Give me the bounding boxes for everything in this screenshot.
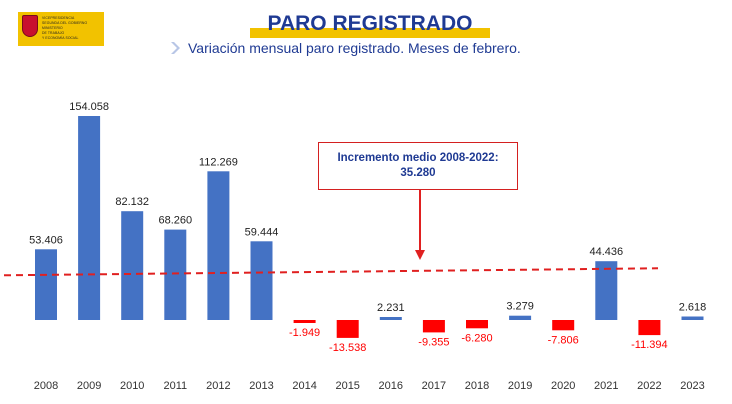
value-label-2021: 44.436	[589, 246, 623, 258]
bar-2008	[35, 249, 57, 320]
value-label-2018: -6.280	[461, 332, 492, 344]
x-tick-2014: 2014	[292, 380, 316, 392]
bar-2017	[422, 320, 445, 333]
bar-2021	[595, 261, 618, 320]
value-label-2010: 82.132	[115, 196, 149, 208]
x-tick-2011: 2011	[163, 380, 187, 392]
logo-text: Vicepresidencia Segunda del Gobierno Min…	[42, 15, 87, 40]
logo-line: Segunda del Gobierno	[42, 21, 88, 25]
value-label-2014: -1.949	[289, 327, 320, 339]
chevron-right-icon	[171, 42, 180, 54]
bar-2012	[207, 171, 230, 320]
subtitle-row: Variación mensual paro registrado. Meses…	[170, 38, 521, 58]
page-title: PARO REGISTRADO	[267, 12, 473, 35]
bar-2018	[466, 320, 488, 329]
value-label-2023: 2.618	[679, 302, 707, 314]
value-label-2022: -11.394	[631, 339, 668, 351]
bar-2014	[293, 320, 316, 323]
bar-2009	[78, 116, 101, 320]
value-label-2019: 3.279	[506, 301, 534, 313]
average-line	[3, 267, 659, 277]
bar-2019	[509, 315, 532, 320]
value-label-2017: -9.355	[418, 336, 449, 348]
value-label-2020: -7.806	[548, 334, 579, 346]
value-label-2012: 112.269	[199, 156, 238, 168]
chart-subtitle: Variación mensual paro registrado. Meses…	[188, 40, 521, 56]
value-label-2016: 2.231	[377, 302, 405, 314]
annotation-value: 35.280	[400, 167, 436, 179]
government-logo: Vicepresidencia Segunda del Gobierno Min…	[18, 12, 104, 46]
x-tick-2015: 2015	[335, 380, 359, 392]
bar-2010	[121, 211, 144, 320]
logo-line: Vicepresidencia	[42, 16, 75, 20]
bar-2013	[250, 241, 273, 320]
x-tick-2008: 2008	[34, 380, 58, 392]
value-label-2013: 59.444	[245, 226, 279, 238]
x-tick-2012: 2012	[206, 380, 230, 392]
value-label-2011: 68.260	[158, 215, 192, 227]
title-block: PARO REGISTRADO	[250, 12, 490, 38]
x-tick-2010: 2010	[120, 380, 144, 392]
annotation-arrow	[415, 190, 425, 260]
bar-2016	[379, 317, 402, 320]
title-highlight	[250, 28, 490, 38]
value-label-2008: 53.406	[29, 234, 63, 246]
x-tick-2018: 2018	[465, 380, 489, 392]
x-tick-2013: 2013	[249, 380, 273, 392]
logo-line: Ministerio	[42, 26, 63, 30]
x-tick-2020: 2020	[551, 380, 575, 392]
x-tick-2022: 2022	[637, 380, 661, 392]
annotation-label: Incremento medio 2008-2022:	[337, 152, 499, 164]
x-tick-2017: 2017	[422, 380, 446, 392]
value-label-2009: 154.058	[69, 101, 109, 113]
logo-line: y Economía Social	[42, 36, 79, 40]
logo-line: de Trabajo	[42, 31, 65, 35]
x-tick-2021: 2021	[594, 380, 618, 392]
value-label-2015: -13.538	[329, 342, 366, 354]
bar-2023	[681, 316, 704, 320]
x-tick-2016: 2016	[379, 380, 403, 392]
coat-of-arms-icon	[22, 15, 38, 37]
arrow-head	[415, 250, 425, 260]
bar-2020	[552, 320, 575, 331]
bar-2015	[336, 320, 359, 338]
x-tick-2023: 2023	[680, 380, 704, 392]
bar-2022	[638, 320, 661, 336]
x-tick-2009: 2009	[77, 380, 101, 392]
x-tick-2019: 2019	[508, 380, 532, 392]
average-annotation-box: Incremento medio 2008-2022: 35.280	[318, 142, 518, 190]
bar-2011	[164, 229, 187, 320]
